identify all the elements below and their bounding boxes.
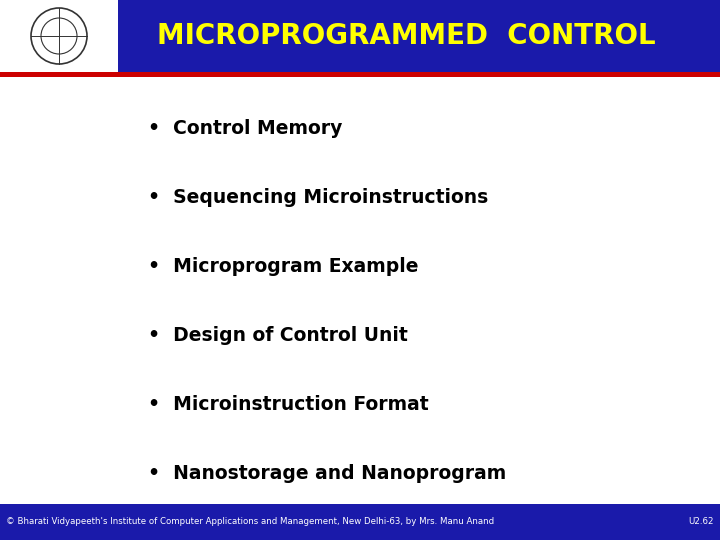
Text: © Bharati Vidyapeeth's Institute of Computer Applications and Management, New De: © Bharati Vidyapeeth's Institute of Comp… (6, 517, 494, 526)
Text: •  Sequencing Microinstructions: • Sequencing Microinstructions (148, 188, 488, 207)
Text: •  Nanostorage and Nanoprogram: • Nanostorage and Nanoprogram (148, 463, 506, 483)
Text: •  Microprogram Example: • Microprogram Example (148, 257, 418, 276)
Bar (0, 0, 720, 72)
Bar (0, 504, 720, 540)
Bar (0, 72, 720, 77)
Text: U2.62: U2.62 (688, 517, 714, 526)
Bar (0, 0, 118, 72)
Text: •  Microinstruction Format: • Microinstruction Format (148, 395, 428, 414)
Text: MICROPROGRAMMED  CONTROL: MICROPROGRAMMED CONTROL (158, 22, 656, 50)
Text: •  Design of Control Unit: • Design of Control Unit (148, 326, 408, 345)
Text: •  Control Memory: • Control Memory (148, 119, 342, 138)
